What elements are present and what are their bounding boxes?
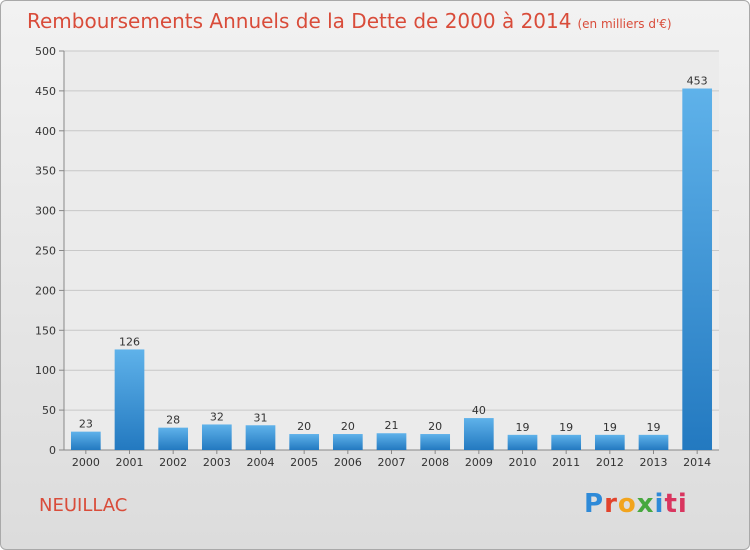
bar (289, 434, 320, 450)
bar (201, 424, 232, 450)
x-tick-label: 2010 (509, 456, 537, 469)
proxiti-logo: Proxiti (584, 489, 688, 519)
commune-name: NEUILLAC (39, 495, 128, 516)
bar (507, 434, 538, 450)
x-tick-label: 2009 (465, 456, 493, 469)
bar (551, 434, 582, 450)
bar (158, 427, 189, 450)
logo-letter: P (584, 489, 605, 519)
data-label: 126 (119, 335, 140, 348)
logo-letter: ti (664, 489, 688, 519)
logo-letter: o (617, 489, 637, 519)
data-label: 20 (341, 420, 355, 433)
bar (376, 433, 407, 450)
x-tick-label: 2008 (421, 456, 449, 469)
data-label: 20 (428, 420, 442, 433)
data-label: 23 (79, 418, 93, 431)
bar (332, 434, 363, 450)
x-tick-label: 2014 (683, 456, 711, 469)
y-tick-label: 350 (35, 165, 56, 178)
chart-title: Remboursements Annuels de la Dette de 20… (27, 9, 672, 33)
y-tick-label: 50 (42, 404, 56, 417)
bar (594, 434, 625, 450)
chart-subtitle: (en milliers d'€) (577, 17, 672, 31)
bar (463, 418, 494, 450)
bar (245, 425, 276, 450)
x-tick-label: 2003 (203, 456, 231, 469)
y-tick-label: 100 (35, 364, 56, 377)
x-tick-label: 2013 (640, 456, 668, 469)
bar (114, 349, 145, 450)
data-label: 28 (166, 414, 180, 427)
x-tick-label: 2011 (552, 456, 580, 469)
data-label: 31 (254, 411, 268, 424)
x-tick-label: 2006 (334, 456, 362, 469)
data-label: 32 (210, 410, 224, 423)
y-tick-label: 0 (49, 444, 56, 457)
x-tick-label: 2012 (596, 456, 624, 469)
x-tick-label: 2002 (159, 456, 187, 469)
data-label: 40 (472, 404, 486, 417)
bar (70, 431, 101, 450)
y-tick-label: 200 (35, 284, 56, 297)
y-tick-label: 300 (35, 205, 56, 218)
y-tick-label: 150 (35, 324, 56, 337)
bar (420, 434, 451, 450)
data-label: 19 (647, 421, 661, 434)
data-label: 453 (687, 75, 708, 88)
y-tick-label: 400 (35, 125, 56, 138)
logo-letter: i (654, 489, 665, 519)
data-label: 19 (516, 421, 530, 434)
y-tick-label: 500 (35, 45, 56, 58)
x-tick-label: 2000 (72, 456, 100, 469)
bar (638, 434, 669, 450)
y-tick-label: 250 (35, 245, 56, 258)
y-tick-label: 450 (35, 85, 56, 98)
data-label: 21 (385, 419, 399, 432)
data-label: 19 (559, 421, 573, 434)
x-tick-label: 2007 (378, 456, 406, 469)
data-label: 20 (297, 420, 311, 433)
x-tick-label: 2004 (247, 456, 275, 469)
x-tick-label: 2005 (290, 456, 318, 469)
data-label: 19 (603, 421, 617, 434)
chart-title-text: Remboursements Annuels de la Dette de 20… (27, 9, 572, 33)
logo-letter: r (604, 489, 618, 519)
logo-letter: x (636, 489, 655, 519)
bar (682, 88, 713, 451)
x-tick-label: 2001 (116, 456, 144, 469)
